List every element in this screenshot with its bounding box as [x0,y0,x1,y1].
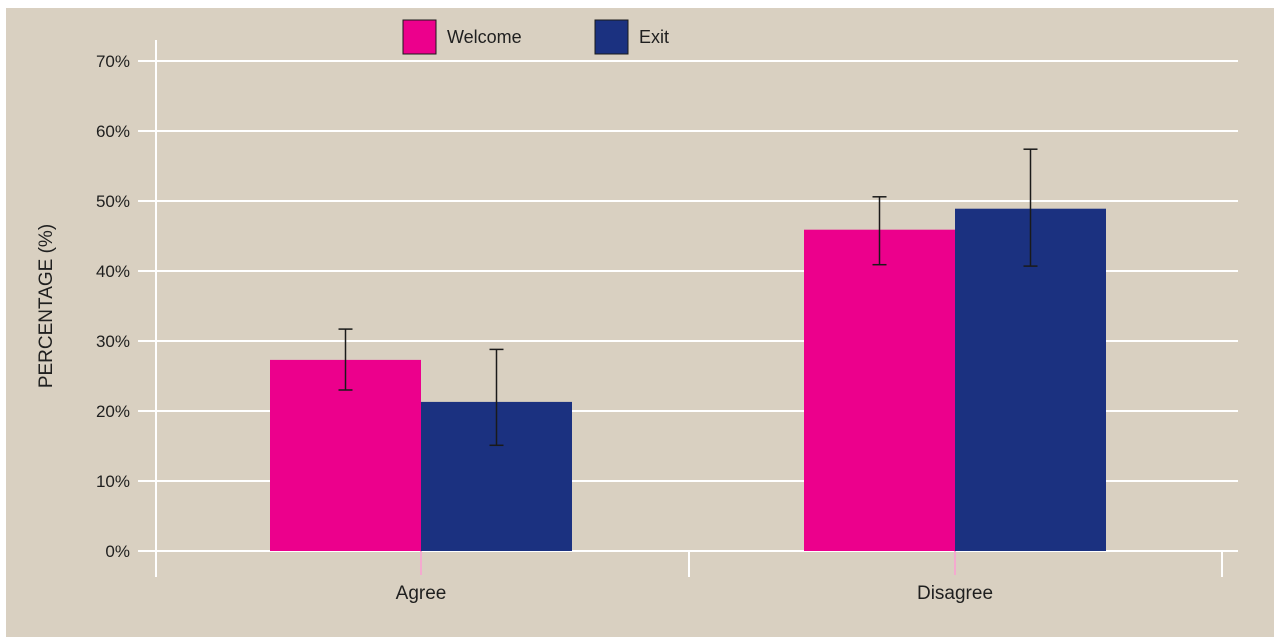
bar-welcome-agree [270,359,421,551]
error-bars [338,148,1038,447]
y-tick-label: 20% [96,402,130,421]
x-tick-label: Disagree [917,583,993,604]
y-tick-label: 40% [96,262,130,281]
y-tick-label: 50% [96,192,130,211]
legend: Welcome Exit [402,19,669,55]
y-tick-label: 0% [105,542,130,561]
y-tick-label: 30% [96,332,130,351]
legend-label-welcome: Welcome [447,27,522,47]
axes [155,40,1223,577]
bar-welcome-disagree [804,229,955,551]
y-tick-label: 70% [96,52,130,71]
labels: 0% 10% 20% 30% 40% 50% 60% 70% Agree Disagree [96,52,993,604]
x-tick-label: Agree [396,583,447,604]
bars [270,208,1106,551]
legend-swatch-welcome [402,19,437,55]
y-tick-label: 60% [96,122,130,141]
legend-swatch-exit [594,19,629,55]
y-axis-label: PERCENTAGE (%) [36,224,57,388]
y-tick-label: 10% [96,472,130,491]
legend-label-exit: Exit [639,27,669,47]
